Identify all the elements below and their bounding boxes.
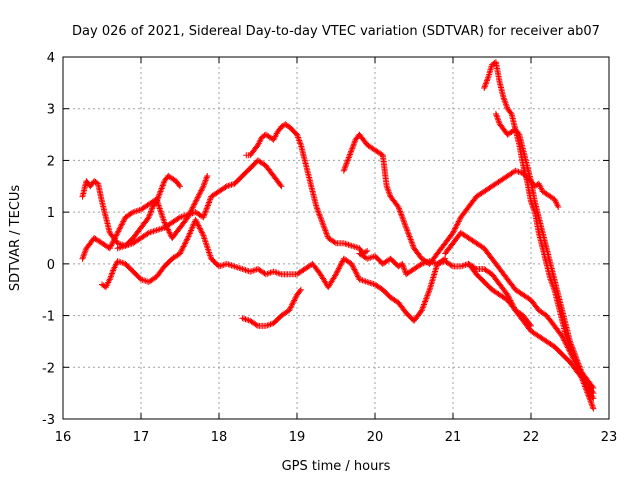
data-point-markers bbox=[492, 110, 597, 402]
grid bbox=[63, 57, 609, 419]
x-tick-label: 20 bbox=[367, 430, 384, 445]
series-track-5 bbox=[243, 121, 371, 257]
y-tick-label: 2 bbox=[47, 154, 55, 169]
y-tick-label: -3 bbox=[42, 413, 55, 428]
x-tick-label: 18 bbox=[211, 430, 228, 445]
data-point-markers bbox=[239, 286, 304, 329]
series-track-7 bbox=[239, 286, 304, 329]
data-point-markers bbox=[243, 121, 371, 257]
series-track-11 bbox=[492, 110, 597, 402]
series-track-3 bbox=[99, 216, 534, 329]
y-axis-label: SDTVAR / TECUs bbox=[8, 185, 23, 292]
x-tick-label: 16 bbox=[55, 430, 72, 445]
y-tick-label: 4 bbox=[47, 51, 55, 66]
series-track-12 bbox=[465, 260, 597, 397]
data-point-markers bbox=[79, 172, 211, 262]
plot-frame bbox=[62, 56, 610, 420]
x-tick-label: 19 bbox=[289, 430, 306, 445]
chart-title: Day 026 of 2021, Sidereal Day-to-day VTE… bbox=[72, 24, 600, 39]
y-tick-label: -1 bbox=[42, 310, 55, 325]
data-point-markers bbox=[465, 260, 597, 397]
data-point-markers bbox=[99, 216, 534, 329]
x-axis-label: GPS time / hours bbox=[282, 459, 391, 474]
series-track-2 bbox=[79, 172, 211, 262]
x-tick-label: 22 bbox=[523, 430, 540, 445]
series-track-6 bbox=[356, 250, 449, 278]
x-tick-label: 21 bbox=[445, 430, 462, 445]
y-tick-label: 3 bbox=[47, 103, 55, 118]
x-tick-label: 23 bbox=[601, 430, 618, 445]
y-tick-label: 1 bbox=[47, 206, 55, 221]
y-tick-label: -2 bbox=[42, 361, 55, 376]
x-tick-label: 17 bbox=[133, 430, 150, 445]
data-point-markers bbox=[114, 157, 285, 252]
y-tick-label: 0 bbox=[47, 258, 55, 273]
data-points bbox=[79, 59, 597, 412]
data-point-markers bbox=[356, 250, 449, 278]
series-track-4 bbox=[114, 157, 285, 252]
